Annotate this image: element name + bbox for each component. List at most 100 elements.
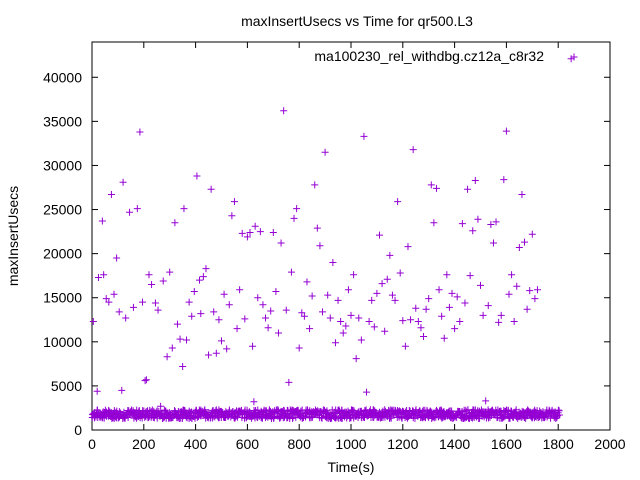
data-point: [173, 320, 181, 328]
data-point: [267, 307, 275, 315]
data-point: [474, 215, 482, 223]
y-tick-label: 35000: [43, 113, 82, 129]
data-point: [487, 221, 495, 229]
data-point: [432, 184, 440, 192]
data-point: [554, 406, 562, 414]
data-point: [495, 318, 503, 326]
chart-title: maxInsertUsecs vs Time for qr500.L3: [241, 13, 473, 29]
data-point: [461, 299, 469, 307]
data-point: [404, 243, 412, 251]
data-point: [179, 363, 187, 371]
data-point: [422, 305, 430, 313]
data-point: [401, 342, 409, 350]
data-point: [409, 146, 417, 154]
data-point: [466, 272, 474, 280]
data-point: [277, 239, 285, 247]
data-point: [440, 334, 448, 342]
data-point: [197, 310, 205, 318]
data-point: [515, 243, 523, 251]
data-point: [159, 277, 167, 285]
data-point: [502, 127, 510, 135]
data-point: [344, 286, 352, 294]
data-point: [188, 312, 196, 320]
data-point: [250, 398, 258, 406]
data-point: [251, 222, 259, 230]
data-point: [148, 281, 156, 288]
data-point: [254, 294, 262, 302]
data-point: [180, 205, 188, 213]
data-point: [259, 301, 267, 309]
data-point: [215, 316, 223, 324]
data-point: [355, 314, 363, 322]
data-point: [249, 342, 257, 350]
data-point: [443, 271, 451, 279]
x-tick-label: 0: [88, 436, 96, 452]
data-point: [243, 233, 251, 241]
data-point: [220, 290, 228, 298]
data-point: [414, 318, 422, 326]
data-point: [383, 275, 391, 283]
data-point: [482, 397, 490, 405]
data-point: [297, 407, 305, 415]
data-point: [430, 414, 438, 422]
data-point: [321, 148, 329, 156]
x-tick-label: 600: [236, 436, 260, 452]
y-tick-label: 20000: [43, 246, 82, 262]
data-point: [500, 176, 508, 184]
data-point: [185, 298, 193, 306]
data-point: [404, 413, 412, 421]
data-point: [438, 312, 446, 320]
data-point: [303, 278, 311, 286]
data-point: [154, 306, 162, 314]
data-point: [489, 239, 497, 247]
data-point: [479, 311, 487, 319]
data-point: [201, 406, 209, 414]
data-point: [528, 230, 536, 238]
data-point: [264, 324, 272, 332]
data-point: [176, 335, 184, 343]
data-point: [464, 185, 472, 193]
data-point: [282, 306, 290, 314]
y-axis-title: maxInsertUsecs: [5, 186, 21, 286]
data-point: [223, 345, 231, 353]
data-point: [521, 238, 529, 246]
data-point: [233, 325, 241, 333]
data-point: [193, 172, 201, 180]
data-point: [426, 407, 434, 415]
data-point: [505, 290, 513, 298]
data-point: [195, 276, 203, 284]
data-point: [396, 269, 404, 277]
data-point: [357, 336, 365, 344]
data-point: [430, 219, 438, 227]
data-point: [543, 413, 551, 421]
data-point: [141, 377, 149, 385]
data-point: [540, 414, 548, 422]
data-point: [342, 322, 350, 330]
data-point: [523, 305, 531, 313]
data-point: [145, 271, 153, 279]
data-point: [331, 339, 339, 347]
data-point: [417, 324, 425, 332]
data-point: [157, 402, 165, 410]
data-point: [256, 228, 264, 236]
data-point: [183, 336, 191, 344]
data-point: [497, 311, 505, 319]
y-tick-label: 5000: [51, 378, 82, 394]
data-point: [391, 296, 399, 304]
data-point: [435, 286, 443, 294]
x-tick-label: 1600: [491, 436, 522, 452]
data-point: [363, 388, 371, 396]
data-point: [555, 411, 563, 419]
data-point: [407, 316, 415, 324]
data-point: [207, 185, 215, 193]
data-point: [210, 308, 218, 316]
data-point: [381, 327, 389, 335]
y-tick-label: 0: [74, 422, 82, 438]
data-point: [274, 329, 282, 337]
data-point: [190, 288, 198, 296]
y-tick-label: 25000: [43, 202, 82, 218]
data-point: [458, 220, 466, 228]
data-point: [394, 198, 402, 206]
data-point: [166, 268, 174, 276]
